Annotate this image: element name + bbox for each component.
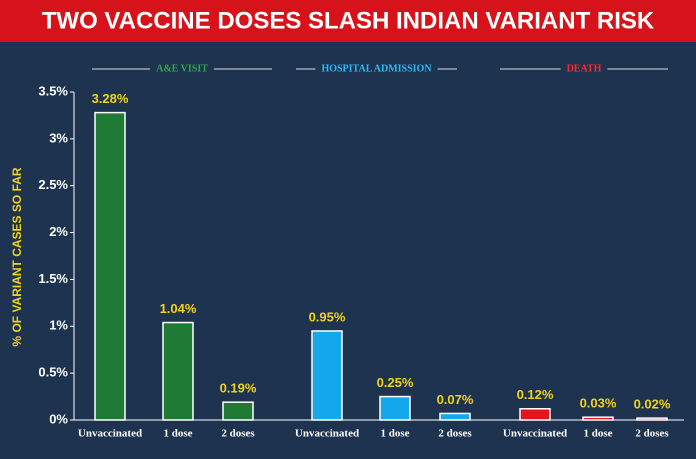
x-tick-label: 1 dose xyxy=(380,428,409,440)
x-tick-label: Unvaccinated xyxy=(78,428,142,440)
bar xyxy=(311,330,343,421)
y-tick-label: 0.5% xyxy=(38,365,68,380)
x-tick-label: 2 doses xyxy=(221,428,255,440)
y-tick-label: 3% xyxy=(49,130,68,145)
y-tick-label: 2.5% xyxy=(38,177,68,192)
y-tick-label: 1.5% xyxy=(38,271,68,286)
value-label: 0.07% xyxy=(437,392,474,407)
group-label: A&E VISIT xyxy=(156,63,208,74)
y-tick-label: 1% xyxy=(49,318,68,333)
bar xyxy=(582,416,614,421)
chart-title: TWO VACCINE DOSES SLASH INDIAN VARIANT R… xyxy=(42,7,655,34)
y-tick-label: 2% xyxy=(49,224,68,239)
x-tick-label: 1 dose xyxy=(583,428,612,440)
value-label: 0.12% xyxy=(517,387,554,402)
value-label: 0.95% xyxy=(309,309,346,324)
bar xyxy=(636,417,668,421)
bar xyxy=(222,401,254,421)
title-banner xyxy=(0,0,696,42)
value-label: 1.04% xyxy=(160,301,197,316)
value-label: 0.25% xyxy=(377,375,414,390)
x-tick-label: Unvaccinated xyxy=(295,428,359,440)
bar xyxy=(439,412,471,421)
bar xyxy=(94,111,126,421)
bar xyxy=(379,395,411,421)
y-axis-label: % OF VARIANT CASES SO FAR xyxy=(10,167,24,346)
group-label: HOSPITAL ADMISSION xyxy=(321,63,432,74)
group-label: DEATH xyxy=(567,63,602,74)
bar xyxy=(519,408,551,421)
value-label: 0.02% xyxy=(634,397,671,412)
x-tick-label: 2 doses xyxy=(635,428,669,440)
value-label: 0.03% xyxy=(580,396,617,411)
bar xyxy=(162,321,194,421)
y-tick-label: 3.5% xyxy=(38,83,68,98)
x-tick-label: Unvaccinated xyxy=(503,428,567,440)
value-label: 0.19% xyxy=(220,381,257,396)
x-tick-label: 1 dose xyxy=(163,428,192,440)
x-tick-label: 2 doses xyxy=(438,428,472,440)
y-tick-label: 0% xyxy=(49,411,68,426)
value-label: 3.28% xyxy=(92,91,129,106)
